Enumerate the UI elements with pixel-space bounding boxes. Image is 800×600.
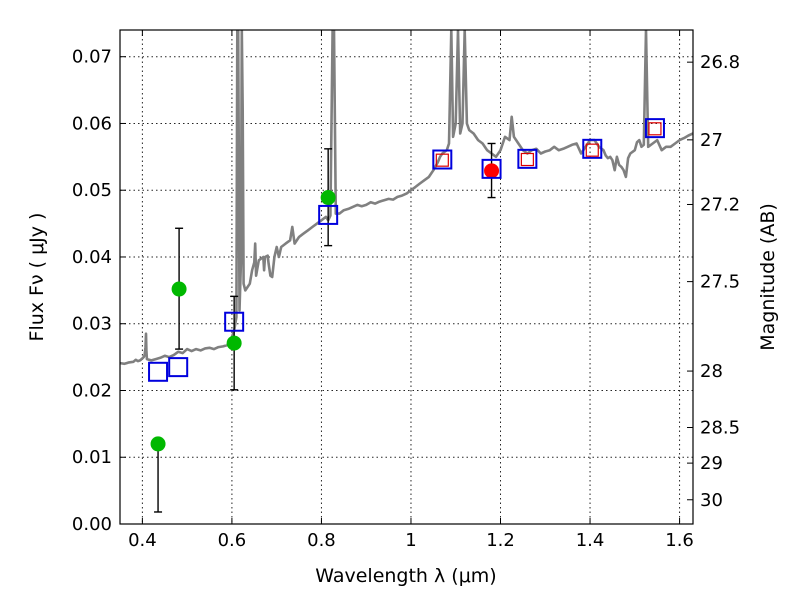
model-square <box>517 148 538 169</box>
y-tick-label: 0.06 <box>72 113 112 134</box>
right-tick-label: 27.5 <box>700 272 740 293</box>
y-tick-label: 0.01 <box>72 447 112 468</box>
y-tick-label: 0.05 <box>72 180 112 201</box>
photometry-point <box>226 335 242 351</box>
y-tick-label: 0.02 <box>72 380 112 401</box>
model-square <box>481 158 502 179</box>
y-tick-label: 0.07 <box>72 47 112 68</box>
photometry-point <box>171 281 187 297</box>
right-tick-label: 29 <box>700 453 723 474</box>
right-tick-label: 28.5 <box>700 418 740 439</box>
x-tick-label: 1.4 <box>576 530 605 551</box>
photometry-point <box>484 163 500 179</box>
model-small-square <box>520 152 534 167</box>
right-axis-label: Magnitude (AB) <box>757 203 779 351</box>
x-axis-label: Wavelength λ (μm) <box>315 565 496 587</box>
plot-area <box>120 30 693 513</box>
model-square <box>168 357 189 378</box>
spectrum-line <box>120 30 693 366</box>
model-small-square <box>435 153 449 167</box>
x-tick-label: 1 <box>405 530 416 551</box>
model-square <box>582 138 603 159</box>
y-tick-label: 0.03 <box>72 314 112 335</box>
x-tick-label: 0.8 <box>307 530 336 551</box>
x-tick-label: 1.2 <box>486 530 515 551</box>
x-tick-label: 0.6 <box>218 530 247 551</box>
model-square <box>318 204 339 225</box>
y-tick-label: 0.00 <box>72 514 112 535</box>
plot-frame <box>119 29 694 525</box>
model-small-square <box>648 122 662 136</box>
right-tick-label: 26.8 <box>700 52 740 73</box>
model-square <box>644 118 665 139</box>
y-axis-label: Flux Fν ( μJy ) <box>26 213 48 342</box>
x-tick-label: 1.6 <box>665 530 694 551</box>
model-square <box>432 149 453 170</box>
model-square <box>224 311 245 332</box>
photometry-point <box>320 190 336 206</box>
model-square <box>148 361 169 382</box>
right-tick-label: 30 <box>700 490 723 511</box>
right-tick-label: 27 <box>700 130 723 151</box>
y-tick-label: 0.04 <box>72 247 112 268</box>
grid <box>120 30 693 525</box>
photometry-point <box>150 436 166 452</box>
right-tick-label: 28 <box>700 361 723 382</box>
right-tick-label: 27.2 <box>700 194 740 215</box>
axes: 0.4 0.6 0.8 1 1.2 1.4 1.6 0.00 0.01 0.02 0.03 0.04 0… <box>72 30 740 551</box>
x-tick-label: 0.4 <box>128 530 157 551</box>
model-small-square <box>585 143 599 157</box>
